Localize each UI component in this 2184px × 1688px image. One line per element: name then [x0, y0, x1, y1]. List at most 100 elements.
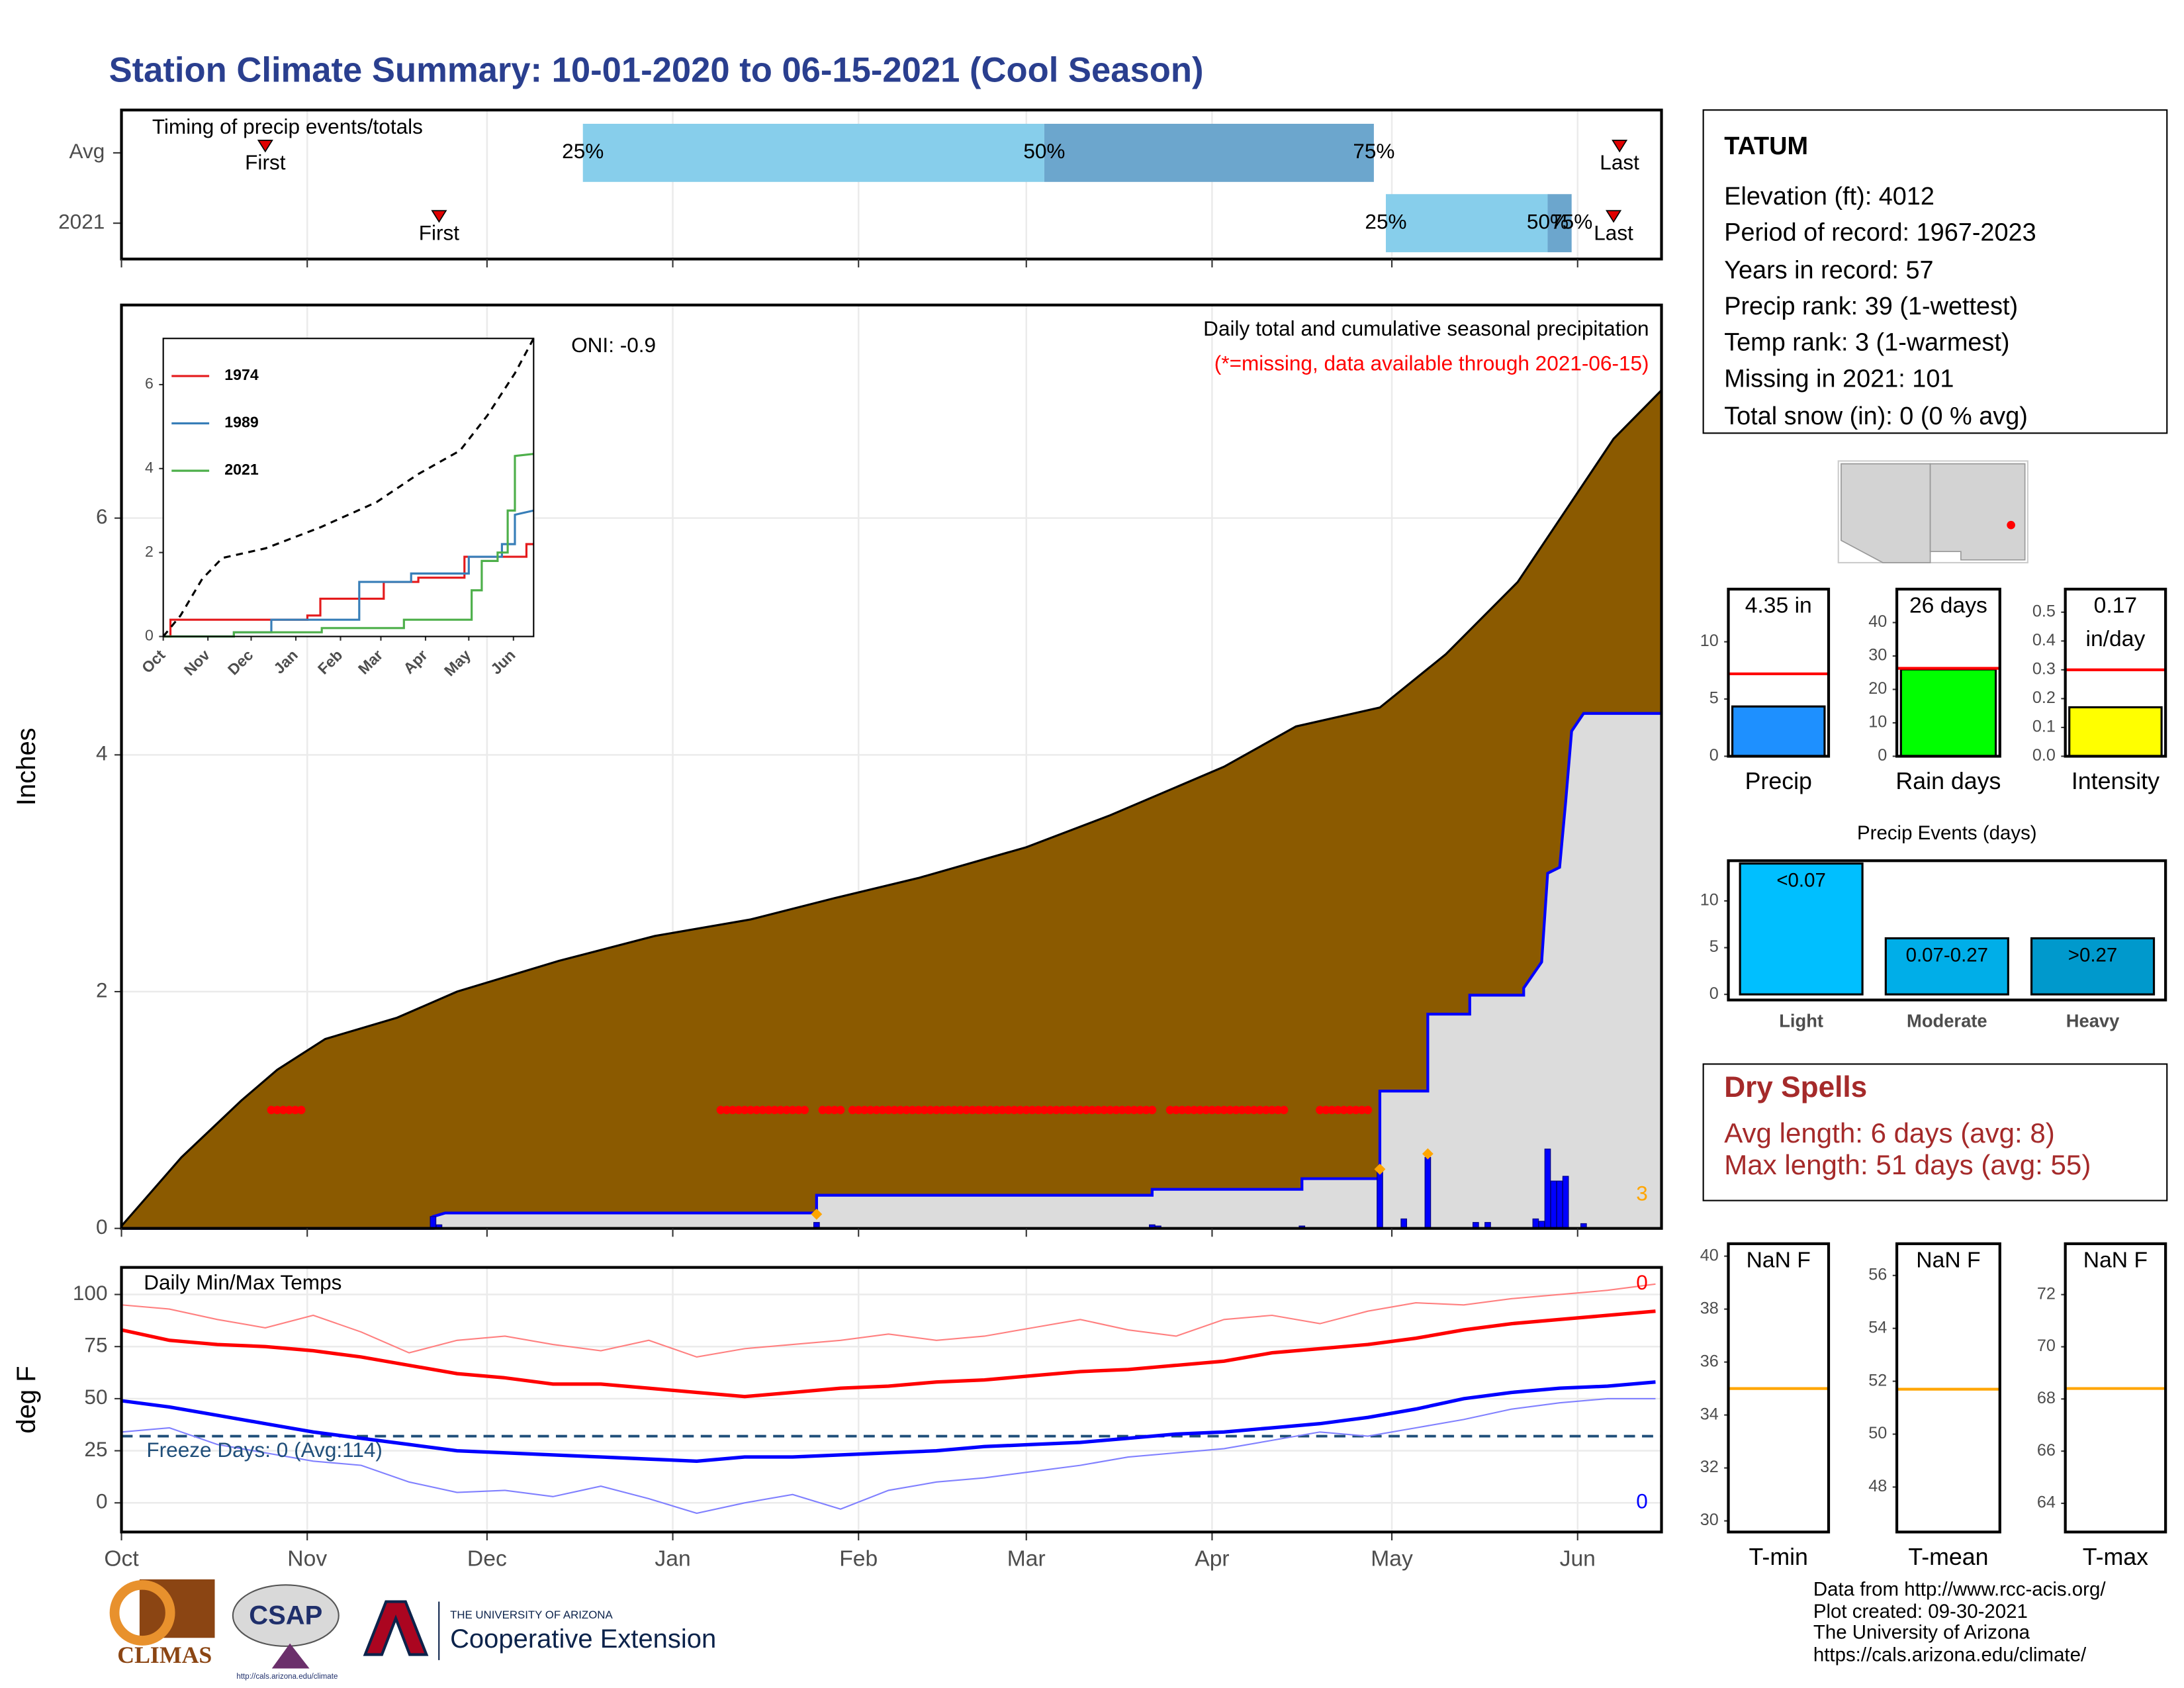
y-tick-label: 0 — [96, 1489, 108, 1513]
missing-marker — [1016, 1105, 1025, 1115]
daily-precip-bar — [1550, 1180, 1557, 1229]
logo-shape — [271, 1643, 310, 1669]
missing-marker — [1069, 1105, 1079, 1115]
missing-marker — [722, 1105, 731, 1115]
category-label: Light — [1779, 1011, 1823, 1031]
station-line: Total snow (in): 0 (0 % avg) — [1724, 402, 2028, 430]
logo-text: CSAP — [249, 1601, 322, 1630]
x-tick-label: Jan — [655, 1546, 690, 1571]
plot-frame — [1895, 587, 2001, 758]
missing-marker — [830, 1105, 839, 1115]
missing-marker — [1034, 1105, 1043, 1115]
category-label: Rain days — [1895, 768, 2001, 794]
missing-marker — [824, 1105, 833, 1115]
missing-marker — [1340, 1105, 1348, 1115]
y-tick-label: 75 — [84, 1333, 107, 1357]
plot-frame — [120, 109, 1663, 261]
station-line: Missing in 2021: 101 — [1724, 365, 1954, 393]
missing-marker — [1075, 1105, 1085, 1115]
missing-marker — [1142, 1105, 1151, 1115]
event-label: Last — [1600, 150, 1639, 174]
logo-shape — [109, 1579, 175, 1646]
footer-line: The University of Arizona — [1813, 1622, 2030, 1644]
missing-marker — [1267, 1105, 1277, 1115]
missing-marker — [1171, 1105, 1181, 1115]
station-line: Elevation (ft): 4012 — [1724, 183, 1934, 211]
x-tick-label: Nov — [287, 1546, 327, 1571]
bar — [2030, 937, 2156, 996]
y-tick-label: 50 — [1868, 1424, 1887, 1442]
logo-text: http://cals.arizona.edu/climate — [236, 1673, 338, 1681]
missing-marker — [1357, 1105, 1367, 1115]
event-label: Last — [1594, 220, 1633, 244]
y-tick-label: 54 — [1868, 1318, 1887, 1336]
x-tick-label: Dec — [467, 1546, 507, 1571]
missing-marker — [860, 1105, 869, 1115]
missing-marker — [788, 1105, 797, 1115]
category-label: Moderate — [1907, 1011, 1987, 1031]
plot-background — [121, 1267, 1662, 1532]
missing-marker — [782, 1105, 791, 1115]
missing-marker — [896, 1105, 905, 1115]
missing-marker — [800, 1105, 809, 1115]
panel-subtitle: (*=missing, data available through 2021-… — [1214, 352, 1649, 375]
quantile-label: 25% — [562, 139, 604, 163]
station-box — [1702, 109, 2168, 434]
plot-frame — [120, 303, 1663, 1230]
category-label: T-min — [1749, 1544, 1808, 1570]
y-tick-label: 36 — [1700, 1352, 1719, 1370]
bar — [1731, 705, 1826, 758]
missing-marker — [1136, 1105, 1145, 1115]
missing-marker — [1334, 1105, 1342, 1115]
missing-marker — [1316, 1105, 1324, 1115]
climas-logo: CLIMAS — [109, 1579, 215, 1668]
quantile-label: 50% — [1527, 209, 1569, 233]
missing-marker — [1250, 1105, 1259, 1115]
y-tick-label: 10 — [1700, 891, 1719, 910]
missing-marker — [962, 1105, 971, 1115]
value-label: NaN F — [1746, 1249, 1811, 1274]
missing-marker — [980, 1105, 989, 1115]
quantile-label: 50% — [1023, 139, 1065, 163]
plot-frame — [1895, 1242, 2001, 1534]
y-tick-label: 0.2 — [2032, 688, 2056, 707]
plot-background — [163, 338, 534, 637]
quantile-label: 25% — [1365, 209, 1406, 233]
y-tick-label: 70 — [2037, 1336, 2056, 1355]
y-tick-label: 32 — [1700, 1458, 1719, 1476]
missing-marker — [914, 1105, 923, 1115]
missing-marker — [1094, 1105, 1103, 1115]
bar-label: >0.27 — [2068, 945, 2118, 966]
count-low: 0 — [1636, 1489, 1648, 1513]
logo-text: Cooperative Extension — [450, 1624, 716, 1654]
missing-marker — [1052, 1105, 1061, 1115]
quantile-bar — [1547, 194, 1572, 253]
missing-marker — [1112, 1105, 1120, 1115]
bar — [1899, 668, 1997, 758]
y-tick-label: 0.5 — [2032, 602, 2056, 620]
event-marker — [431, 210, 447, 223]
missing-marker — [1244, 1105, 1253, 1115]
y-tick-label: 34 — [1700, 1405, 1719, 1423]
panel-title: Timing of precip events/totals — [152, 115, 423, 138]
flag-marker — [1374, 1163, 1386, 1175]
panel-title: Daily Min/Max Temps — [144, 1270, 341, 1294]
missing-marker — [794, 1105, 803, 1115]
y-tick-label: 30 — [1700, 1511, 1719, 1529]
missing-marker — [1010, 1105, 1019, 1115]
series-line — [121, 1283, 1656, 1358]
missing-marker — [884, 1105, 893, 1115]
missing-marker — [1226, 1105, 1234, 1115]
series-line — [121, 1380, 1656, 1463]
daily-precip-bar — [1400, 1218, 1408, 1229]
missing-marker — [920, 1105, 929, 1115]
daily-precip-bar — [1544, 1149, 1551, 1229]
dry-spells-title: Dry Spells — [1724, 1071, 1867, 1103]
station-line: Temp rank: 3 (1-warmest) — [1724, 329, 2009, 357]
missing-marker — [752, 1105, 761, 1115]
missing-marker — [758, 1105, 767, 1115]
value-label: 0.17 in/day — [2085, 594, 2146, 652]
bar — [1739, 862, 1864, 996]
missing-marker — [1106, 1105, 1115, 1115]
